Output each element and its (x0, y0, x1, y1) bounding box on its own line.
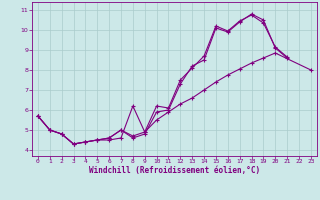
X-axis label: Windchill (Refroidissement éolien,°C): Windchill (Refroidissement éolien,°C) (89, 166, 260, 175)
